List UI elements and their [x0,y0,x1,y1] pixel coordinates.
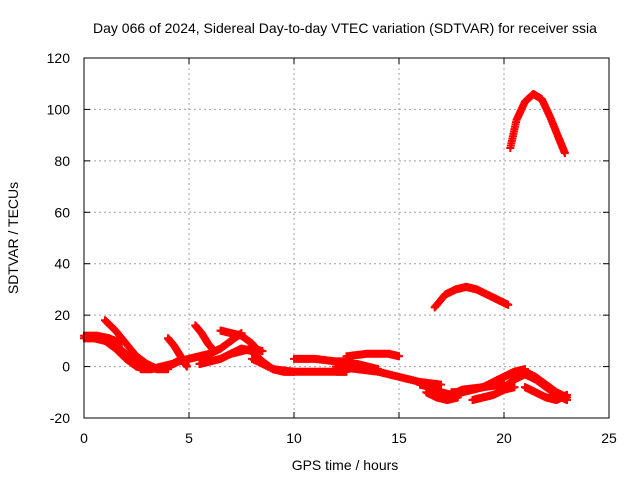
x-tick-label: 15 [391,430,407,446]
series-arc-h [191,321,219,356]
chart-title: Day 066 of 2024, Sidereal Day-to-day VTE… [93,20,597,36]
series-arc-x [430,282,513,312]
data-series [80,90,571,404]
x-tick-label: 20 [496,430,512,446]
data-point [510,383,519,392]
x-tick-label: 0 [80,430,88,446]
y-tick-label: 120 [47,50,71,66]
data-point [437,380,445,389]
y-tick-label: 20 [54,307,70,323]
data-point [258,347,267,356]
data-point [210,347,219,356]
series-arc-f [164,334,191,371]
y-axis-label: SDTVAR / TECUs [5,182,21,294]
x-axis-label: GPS time / hours [292,457,399,473]
plot-frame [83,57,610,419]
series-arc-w [521,383,571,404]
series-arc-n [342,349,403,361]
series-arc-g [153,329,246,374]
data-point [182,362,191,371]
axis-ticks: 0 5 10 15 20 25 -20 0 20 40 60 80 100 120 [47,50,617,446]
series-arc-t [468,383,519,404]
y-tick-label: 60 [54,204,70,220]
y-tick-label: -20 [50,410,70,426]
data-point [560,149,569,158]
x-tick-label: 25 [601,430,617,446]
data-point [504,300,513,309]
y-tick-label: 100 [47,101,71,117]
data-point [395,352,403,361]
x-tick-label: 5 [185,430,193,446]
series-arc-r [422,388,462,404]
y-tick-label: 0 [62,359,70,375]
y-tick-label: 80 [54,153,70,169]
series-arc-y [506,90,569,158]
y-tick-label: 40 [54,256,70,272]
x-tick-label: 10 [286,430,302,446]
data-point [563,390,571,399]
series-arc-k [227,344,267,358]
data-point [374,365,382,374]
series-arc-p [342,360,382,374]
